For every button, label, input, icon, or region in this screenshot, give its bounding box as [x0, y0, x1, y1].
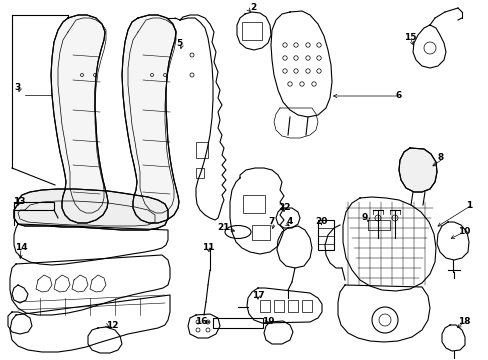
Text: 20: 20 — [314, 217, 326, 226]
Bar — [367, 220, 389, 230]
Text: 18: 18 — [457, 318, 469, 327]
Bar — [213, 318, 263, 328]
Bar — [260, 300, 269, 312]
Bar — [14, 202, 54, 210]
Text: 11: 11 — [202, 243, 214, 252]
Text: 19: 19 — [261, 318, 274, 327]
Text: 3: 3 — [14, 84, 20, 93]
Text: 5: 5 — [176, 40, 182, 49]
Text: 2: 2 — [249, 4, 256, 13]
Text: 14: 14 — [15, 243, 27, 252]
Text: 8: 8 — [437, 153, 443, 162]
Polygon shape — [122, 15, 179, 223]
Bar — [196, 168, 203, 178]
Bar — [196, 142, 207, 158]
Text: 22: 22 — [278, 203, 290, 212]
Text: 4: 4 — [286, 217, 293, 226]
Bar — [273, 300, 284, 312]
Bar — [287, 300, 297, 312]
Text: 16: 16 — [195, 318, 207, 327]
Text: 21: 21 — [217, 224, 229, 233]
Bar — [242, 22, 262, 40]
Polygon shape — [14, 189, 168, 230]
Bar — [251, 225, 269, 240]
Polygon shape — [51, 15, 108, 223]
Text: 6: 6 — [394, 91, 401, 100]
Text: 12: 12 — [105, 320, 118, 329]
Text: 9: 9 — [361, 213, 367, 222]
Text: 15: 15 — [403, 33, 416, 42]
Bar — [317, 220, 333, 250]
Polygon shape — [398, 148, 436, 192]
Text: 17: 17 — [251, 291, 264, 300]
Text: 10: 10 — [457, 228, 469, 237]
Text: 13: 13 — [13, 198, 25, 207]
Text: 1: 1 — [465, 201, 471, 210]
Bar — [243, 195, 264, 213]
Bar — [302, 300, 311, 312]
Text: 7: 7 — [267, 217, 274, 226]
